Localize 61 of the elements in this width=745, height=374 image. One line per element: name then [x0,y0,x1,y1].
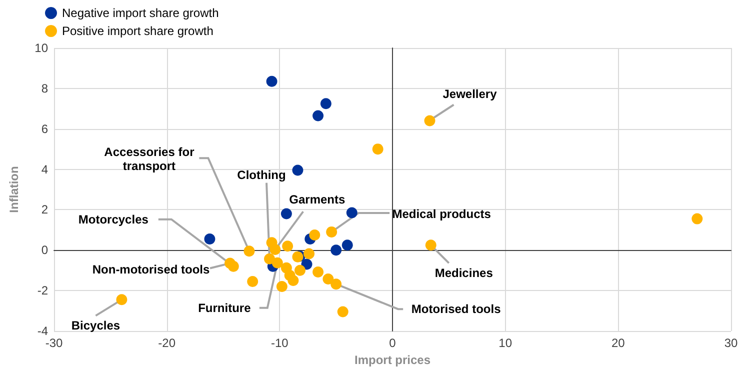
x-tick-label: 30 [724,336,738,350]
annotation: Medicines [434,266,494,280]
point [346,207,358,218]
point [247,276,258,287]
point [270,244,281,256]
point [320,98,332,110]
annotation: Motorised tools [411,302,502,316]
annotation: Bicycles [71,318,120,333]
point [288,274,299,286]
annotation: Medical products [392,206,492,221]
point [204,234,216,245]
annotation: Furniture [198,300,252,315]
y-axis-title: Inflation [7,166,21,213]
point [692,213,703,224]
x-tick-label: -10 [270,336,289,350]
legend-label: Positive import share growth [62,24,214,38]
annotation: Garments [289,192,346,207]
point [294,264,306,276]
point [276,281,288,292]
point [309,229,320,240]
y-tick-label: 4 [41,162,48,176]
point [244,246,255,257]
y-tick-label: 2 [41,202,48,217]
point [322,274,334,285]
point [312,266,324,278]
point [424,115,436,126]
annotation: Clothing [237,168,286,182]
annotation: Motorcycles [78,212,149,226]
y-tick-label: -2 [37,284,48,298]
point [272,257,283,268]
x-tick-label: -30 [45,336,63,350]
point [326,226,338,238]
point [425,240,436,251]
y-tick-label: 10 [34,41,48,55]
point [282,240,294,252]
x-tick-label: 0 [389,336,396,350]
annotation: Non-motorised tools [92,262,210,276]
point [266,76,278,87]
x-axis-title: Import prices [354,352,431,367]
y-tick-label: 6 [41,122,48,136]
y-tick-label: 0 [41,243,48,258]
point [330,244,342,256]
x-tick-label: 20 [611,336,626,350]
annotation: Accessories for transport [104,145,195,174]
point [292,164,304,176]
point [228,260,239,272]
x-tick-label: -20 [158,336,176,350]
point [280,208,292,220]
legend-label: Negative import share growth [62,6,219,20]
point [312,110,324,122]
y-tick-label: 8 [41,81,48,96]
point [342,240,353,251]
point [301,258,312,270]
point [116,294,128,306]
point [330,278,342,290]
point [372,144,384,155]
x-tick-label: 10 [498,336,512,350]
y-tick-label: -4 [37,324,48,338]
point [304,248,315,260]
annotation: Jewellery [442,86,498,101]
point [337,306,348,318]
